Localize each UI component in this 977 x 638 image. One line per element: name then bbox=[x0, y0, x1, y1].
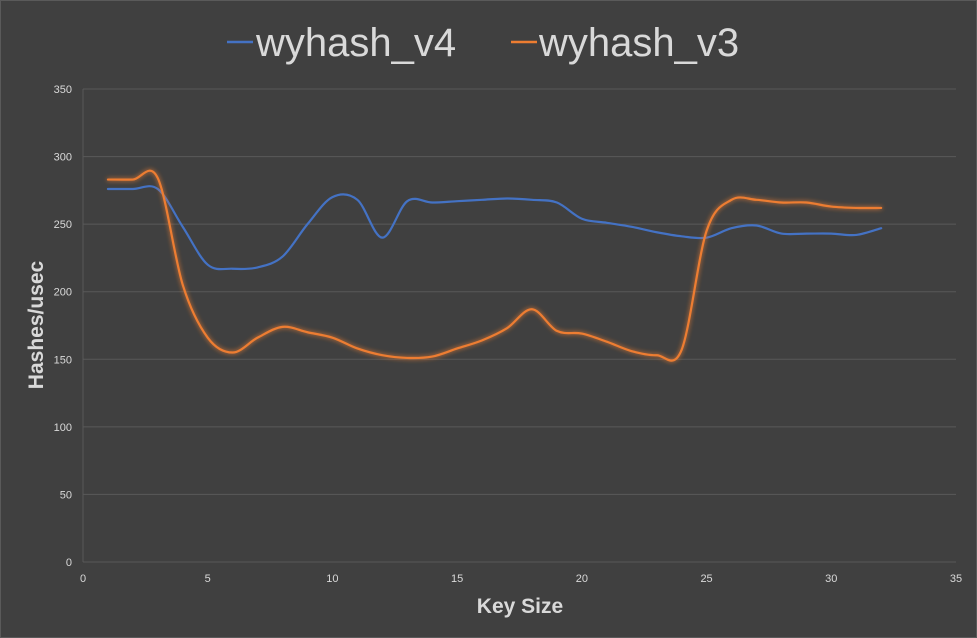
data-point-wyhash-v4 bbox=[106, 187, 110, 191]
data-point-wyhash-v3 bbox=[156, 176, 160, 180]
y-tick-label: 250 bbox=[54, 219, 72, 231]
data-point-wyhash-v4 bbox=[680, 234, 684, 238]
x-tick-label: 35 bbox=[950, 573, 962, 585]
data-point-wyhash-v3 bbox=[705, 229, 709, 233]
data-point-wyhash-v3 bbox=[779, 201, 783, 205]
data-point-wyhash-v3 bbox=[405, 356, 409, 360]
data-point-wyhash-v4 bbox=[829, 232, 833, 236]
data-point-wyhash-v3 bbox=[605, 340, 609, 344]
data-point-wyhash-v4 bbox=[131, 187, 135, 191]
data-point-wyhash-v3 bbox=[630, 349, 634, 353]
data-point-wyhash-v3 bbox=[305, 330, 309, 334]
legend: wyhash_v4 wyhash_v3 bbox=[227, 21, 739, 65]
data-point-wyhash-v3 bbox=[480, 338, 484, 342]
data-point-wyhash-v3 bbox=[530, 307, 534, 311]
data-point-wyhash-v4 bbox=[330, 195, 334, 199]
data-point-wyhash-v3 bbox=[829, 205, 833, 209]
data-point-wyhash-v4 bbox=[879, 226, 883, 230]
data-point-wyhash-v4 bbox=[505, 196, 509, 200]
data-point-wyhash-v3 bbox=[206, 336, 210, 340]
data-point-wyhash-v4 bbox=[730, 226, 734, 230]
y-axis-ticks: 0 50 100 150 200 250 300 350 bbox=[54, 84, 72, 569]
x-tick-label: 0 bbox=[80, 573, 86, 585]
x-axis-ticks: 0 5 10 15 20 25 30 35 bbox=[80, 573, 962, 585]
y-tick-label: 200 bbox=[54, 287, 72, 299]
data-point-wyhash-v3 bbox=[754, 198, 758, 202]
y-tick-label: 350 bbox=[54, 84, 72, 96]
data-point-wyhash-v4 bbox=[655, 230, 659, 234]
data-point-wyhash-v4 bbox=[281, 255, 285, 259]
data-point-wyhash-v3 bbox=[181, 283, 185, 287]
y-axis-title: Hashes/usec bbox=[25, 260, 48, 389]
y-tick-label: 0 bbox=[66, 557, 72, 569]
data-point-wyhash-v4 bbox=[305, 222, 309, 226]
x-tick-label: 20 bbox=[576, 573, 588, 585]
series-lines bbox=[106, 169, 883, 362]
data-point-wyhash-v3 bbox=[804, 201, 808, 205]
data-point-wyhash-v4 bbox=[580, 217, 584, 221]
x-tick-label: 10 bbox=[326, 573, 338, 585]
data-point-wyhash-v4 bbox=[380, 236, 384, 240]
data-point-wyhash-v4 bbox=[779, 232, 783, 236]
data-point-wyhash-v4 bbox=[206, 263, 210, 267]
data-point-wyhash-v3 bbox=[131, 178, 135, 182]
data-point-wyhash-v3 bbox=[505, 326, 509, 330]
data-point-wyhash-v4 bbox=[405, 199, 409, 203]
series-line-wyhash-v4 bbox=[106, 185, 883, 271]
x-tick-label: 30 bbox=[825, 573, 837, 585]
data-point-wyhash-v4 bbox=[754, 223, 758, 227]
data-point-wyhash-v4 bbox=[530, 198, 534, 202]
data-point-wyhash-v3 bbox=[580, 332, 584, 336]
data-point-wyhash-v3 bbox=[854, 206, 858, 210]
y-tick-label: 50 bbox=[60, 489, 72, 501]
data-point-wyhash-v4 bbox=[256, 265, 260, 269]
data-point-wyhash-v3 bbox=[680, 348, 684, 352]
y-tick-label: 150 bbox=[54, 354, 72, 366]
x-tick-label: 15 bbox=[451, 573, 463, 585]
x-axis-title: Key Size bbox=[477, 595, 563, 618]
data-point-wyhash-v3 bbox=[231, 351, 235, 355]
data-point-wyhash-v4 bbox=[430, 201, 434, 205]
x-tick-label: 5 bbox=[205, 573, 211, 585]
gridlines bbox=[82, 88, 956, 563]
data-point-wyhash-v4 bbox=[480, 198, 484, 202]
data-point-wyhash-v3 bbox=[879, 206, 883, 210]
series-line-wyhash-v3 bbox=[106, 169, 883, 362]
data-point-wyhash-v3 bbox=[655, 353, 659, 357]
legend-label-wyhash-v3: wyhash_v3 bbox=[538, 21, 739, 65]
data-point-wyhash-v4 bbox=[355, 198, 359, 202]
x-tick-label: 25 bbox=[700, 573, 712, 585]
data-point-wyhash-v3 bbox=[455, 346, 459, 350]
data-point-wyhash-v4 bbox=[605, 221, 609, 225]
data-point-wyhash-v3 bbox=[730, 198, 734, 202]
legend-label-wyhash-v4: wyhash_v4 bbox=[255, 21, 456, 65]
data-point-wyhash-v3 bbox=[555, 329, 559, 333]
data-point-wyhash-v4 bbox=[156, 187, 160, 191]
data-point-wyhash-v3 bbox=[330, 336, 334, 340]
data-point-wyhash-v3 bbox=[430, 355, 434, 359]
data-point-wyhash-v4 bbox=[854, 233, 858, 237]
data-point-wyhash-v3 bbox=[256, 336, 260, 340]
data-point-wyhash-v4 bbox=[555, 201, 559, 205]
data-point-wyhash-v3 bbox=[380, 353, 384, 357]
data-point-wyhash-v4 bbox=[231, 267, 235, 271]
y-tick-label: 100 bbox=[54, 422, 72, 434]
data-point-wyhash-v3 bbox=[281, 325, 285, 329]
y-tick-label: 300 bbox=[54, 152, 72, 164]
data-point-wyhash-v3 bbox=[355, 346, 359, 350]
data-point-wyhash-v4 bbox=[455, 199, 459, 203]
data-point-wyhash-v4 bbox=[181, 225, 185, 229]
data-point-wyhash-v4 bbox=[630, 225, 634, 229]
data-point-wyhash-v3 bbox=[106, 178, 110, 182]
data-point-wyhash-v4 bbox=[804, 232, 808, 236]
